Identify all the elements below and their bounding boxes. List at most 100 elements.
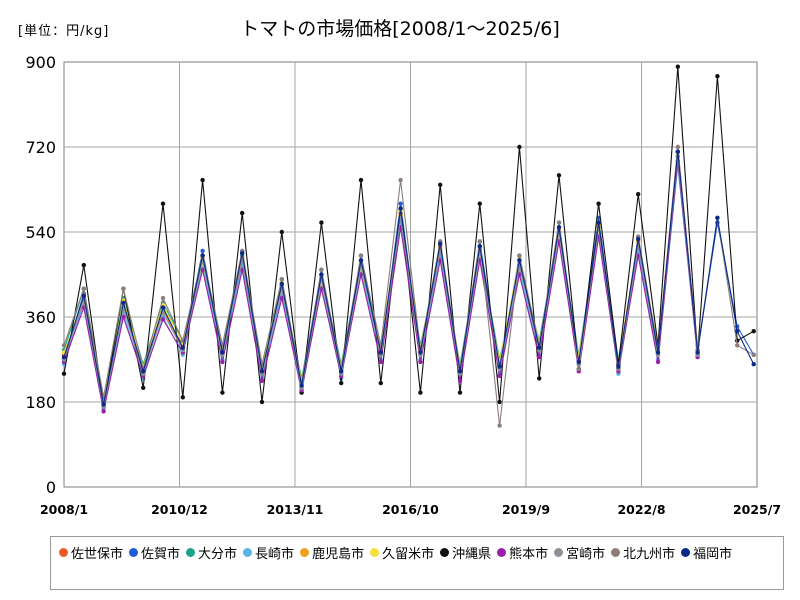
legend-item: 北九州市 — [611, 543, 676, 562]
data-point — [438, 241, 443, 246]
data-point — [636, 192, 641, 197]
chart-title: トマトの市場価格[2008/1～2025/6] — [240, 18, 560, 40]
data-point — [735, 329, 740, 334]
data-point — [556, 173, 562, 178]
data-point — [319, 272, 324, 277]
data-point — [418, 359, 423, 365]
legend-marker — [59, 547, 68, 557]
x-tick-label: 2025/7 — [733, 502, 781, 517]
series-lines — [61, 64, 756, 428]
series-福岡市 — [61, 149, 756, 407]
data-point — [398, 177, 403, 183]
data-point — [636, 236, 641, 242]
data-point — [299, 383, 304, 388]
x-tick-label: 2010/12 — [151, 502, 208, 517]
data-point — [675, 64, 680, 69]
data-point — [655, 359, 661, 365]
legend-marker — [129, 547, 139, 557]
data-point — [596, 220, 601, 225]
x-tick-label: 2008/1 — [40, 502, 88, 517]
data-point — [378, 350, 383, 355]
data-point — [81, 286, 87, 291]
legend-marker — [681, 547, 691, 557]
data-point — [576, 359, 581, 365]
y-tick-label: 180 — [25, 393, 56, 412]
legend-label: 長崎市 — [255, 546, 295, 562]
legend-label: 佐賀市 — [141, 546, 181, 562]
data-point — [200, 253, 205, 258]
data-point — [160, 201, 166, 206]
data-point — [319, 267, 324, 272]
y-tick-label: 720 — [25, 138, 56, 157]
data-point — [81, 293, 87, 298]
legend-label: 熊本市 — [509, 546, 549, 562]
data-point — [121, 286, 126, 291]
data-point — [61, 371, 67, 376]
series-沖縄県 — [61, 64, 756, 409]
data-point — [101, 402, 106, 407]
legend-item: 沖縄県 — [440, 543, 492, 562]
data-point — [715, 74, 720, 79]
data-point — [537, 354, 542, 360]
data-point — [279, 281, 284, 287]
data-point — [517, 144, 522, 150]
legend-item: 宮崎市 — [554, 543, 606, 562]
data-point — [675, 149, 680, 154]
series-line — [63, 66, 754, 408]
data-point — [735, 343, 740, 348]
legend-item: 大分市 — [186, 543, 237, 562]
data-point — [398, 201, 403, 206]
data-point — [517, 258, 522, 263]
data-point — [200, 267, 205, 272]
x-tick-label: 2022/8 — [617, 502, 665, 517]
y-tick-label: 0 — [46, 478, 56, 497]
data-point — [655, 350, 661, 355]
data-point — [160, 295, 166, 301]
legend-item: 長崎市 — [243, 543, 295, 562]
legend-label: 宮崎市 — [566, 546, 606, 562]
legend-marker — [300, 547, 310, 557]
legend-label: 佐世保市 — [71, 546, 124, 562]
data-point — [220, 390, 225, 395]
data-point — [200, 248, 205, 254]
x-tick-label: 2013/11 — [267, 502, 324, 517]
data-point — [61, 343, 67, 348]
data-point — [457, 378, 463, 383]
legend: 佐世保市 佐賀市 大分市 長崎市 鹿児島市 久留米市 沖縄県 熊本市 宮崎市 北九州市 福岡市 — [50, 536, 784, 590]
data-point — [160, 317, 166, 322]
data-point — [497, 373, 502, 379]
legend-label: 北九州市 — [623, 546, 676, 562]
axes: 0 180 360 540 720 900 2008/1 2010/12 2013/11 2016… — [25, 53, 781, 517]
data-point — [180, 345, 185, 350]
data-point — [240, 210, 245, 216]
grid-lines — [63, 61, 758, 488]
legend-item: 佐賀市 — [129, 543, 181, 562]
data-point — [675, 144, 680, 150]
legend-items: 佐世保市 佐賀市 大分市 長崎市 鹿児島市 久留米市 沖縄県 熊本市 宮崎市 北九州市 福岡市 — [59, 543, 779, 562]
data-point — [715, 215, 720, 220]
data-point — [477, 239, 482, 244]
data-point — [141, 385, 146, 390]
data-point — [378, 380, 383, 386]
legend-marker — [497, 547, 507, 557]
data-point — [200, 177, 205, 183]
legend-item: 久留米市 — [370, 543, 435, 562]
data-point — [358, 258, 364, 263]
y-tick-label: 900 — [25, 53, 56, 72]
legend-marker — [611, 547, 621, 557]
unit-label: [単位：円/kg] — [18, 24, 110, 39]
data-point — [576, 366, 581, 372]
data-point — [339, 380, 344, 386]
legend-item: 福岡市 — [681, 543, 732, 562]
legend-item: 鹿児島市 — [300, 543, 364, 562]
legend-label: 沖縄県 — [452, 546, 492, 562]
legend-label: 久留米市 — [382, 546, 435, 562]
data-point — [339, 369, 344, 374]
data-point — [695, 350, 700, 355]
legend-item: 熊本市 — [497, 543, 549, 562]
data-point — [537, 376, 542, 381]
data-point — [81, 262, 87, 268]
data-point — [457, 390, 463, 395]
data-point — [319, 220, 324, 225]
